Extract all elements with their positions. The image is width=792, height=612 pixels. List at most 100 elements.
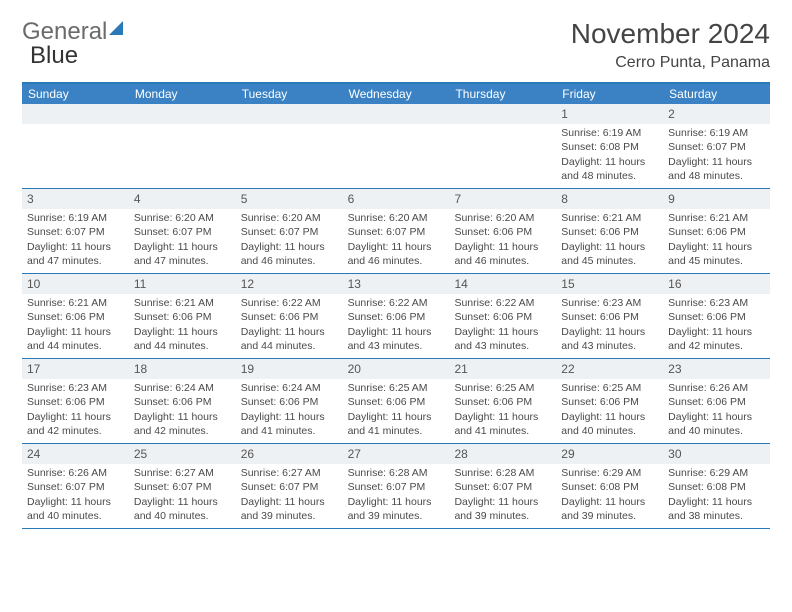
- day-number: 19: [236, 359, 343, 379]
- day-number: 3: [22, 189, 129, 209]
- day-number: 9: [663, 189, 770, 209]
- day-number: 27: [343, 444, 450, 464]
- week-row: 17Sunrise: 6:23 AMSunset: 6:06 PMDayligh…: [22, 359, 770, 444]
- day-number: 6: [343, 189, 450, 209]
- daylight-line-1: Daylight: 11 hours: [348, 495, 445, 509]
- day-cell: 25Sunrise: 6:27 AMSunset: 6:07 PMDayligh…: [129, 444, 236, 528]
- sunset-line: Sunset: 6:06 PM: [668, 310, 765, 324]
- dow-sunday: Sunday: [22, 84, 129, 104]
- day-cell: 14Sunrise: 6:22 AMSunset: 6:06 PMDayligh…: [449, 274, 556, 358]
- day-cell: 23Sunrise: 6:26 AMSunset: 6:06 PMDayligh…: [663, 359, 770, 443]
- day-cell: 18Sunrise: 6:24 AMSunset: 6:06 PMDayligh…: [129, 359, 236, 443]
- day-cell: 15Sunrise: 6:23 AMSunset: 6:06 PMDayligh…: [556, 274, 663, 358]
- daylight-line-1: Daylight: 11 hours: [454, 495, 551, 509]
- day-number: [236, 104, 343, 124]
- day-cell: 19Sunrise: 6:24 AMSunset: 6:06 PMDayligh…: [236, 359, 343, 443]
- day-cell: 24Sunrise: 6:26 AMSunset: 6:07 PMDayligh…: [22, 444, 129, 528]
- day-number: 20: [343, 359, 450, 379]
- daylight-line-2: and 44 minutes.: [134, 339, 231, 353]
- dow-monday: Monday: [129, 84, 236, 104]
- daylight-line-1: Daylight: 11 hours: [134, 240, 231, 254]
- day-number: 7: [449, 189, 556, 209]
- daylight-line-2: and 47 minutes.: [134, 254, 231, 268]
- day-cell: 26Sunrise: 6:27 AMSunset: 6:07 PMDayligh…: [236, 444, 343, 528]
- daylight-line-2: and 45 minutes.: [561, 254, 658, 268]
- sunrise-line: Sunrise: 6:22 AM: [348, 296, 445, 310]
- daylight-line-1: Daylight: 11 hours: [241, 240, 338, 254]
- daylight-line-1: Daylight: 11 hours: [241, 325, 338, 339]
- sunrise-line: Sunrise: 6:26 AM: [668, 381, 765, 395]
- sunrise-line: Sunrise: 6:20 AM: [454, 211, 551, 225]
- daylight-line-2: and 39 minutes.: [454, 509, 551, 523]
- sunset-line: Sunset: 6:07 PM: [348, 480, 445, 494]
- day-cell: 7Sunrise: 6:20 AMSunset: 6:06 PMDaylight…: [449, 189, 556, 273]
- sunrise-line: Sunrise: 6:20 AM: [241, 211, 338, 225]
- day-cell: 20Sunrise: 6:25 AMSunset: 6:06 PMDayligh…: [343, 359, 450, 443]
- sunrise-line: Sunrise: 6:21 AM: [27, 296, 124, 310]
- sunset-line: Sunset: 6:07 PM: [241, 225, 338, 239]
- day-number: 1: [556, 104, 663, 124]
- daylight-line-1: Daylight: 11 hours: [561, 410, 658, 424]
- daylight-line-1: Daylight: 11 hours: [668, 240, 765, 254]
- day-number: 13: [343, 274, 450, 294]
- daylight-line-2: and 39 minutes.: [241, 509, 338, 523]
- daylight-line-2: and 40 minutes.: [27, 509, 124, 523]
- sunrise-line: Sunrise: 6:25 AM: [561, 381, 658, 395]
- sunrise-line: Sunrise: 6:28 AM: [348, 466, 445, 480]
- day-number: 8: [556, 189, 663, 209]
- daylight-line-1: Daylight: 11 hours: [668, 495, 765, 509]
- daylight-line-1: Daylight: 11 hours: [348, 325, 445, 339]
- day-cell: 21Sunrise: 6:25 AMSunset: 6:06 PMDayligh…: [449, 359, 556, 443]
- dow-thursday: Thursday: [449, 84, 556, 104]
- week-row: 24Sunrise: 6:26 AMSunset: 6:07 PMDayligh…: [22, 444, 770, 529]
- daylight-line-1: Daylight: 11 hours: [27, 240, 124, 254]
- day-number: [449, 104, 556, 124]
- daylight-line-2: and 46 minutes.: [454, 254, 551, 268]
- daylight-line-2: and 43 minutes.: [454, 339, 551, 353]
- day-cell: 22Sunrise: 6:25 AMSunset: 6:06 PMDayligh…: [556, 359, 663, 443]
- sunrise-line: Sunrise: 6:28 AM: [454, 466, 551, 480]
- day-number: 11: [129, 274, 236, 294]
- day-cell: 5Sunrise: 6:20 AMSunset: 6:07 PMDaylight…: [236, 189, 343, 273]
- sunrise-line: Sunrise: 6:25 AM: [348, 381, 445, 395]
- daylight-line-2: and 44 minutes.: [241, 339, 338, 353]
- day-number: 22: [556, 359, 663, 379]
- sunset-line: Sunset: 6:06 PM: [668, 395, 765, 409]
- daylight-line-2: and 42 minutes.: [134, 424, 231, 438]
- day-cell: 11Sunrise: 6:21 AMSunset: 6:06 PMDayligh…: [129, 274, 236, 358]
- sunset-line: Sunset: 6:06 PM: [454, 225, 551, 239]
- dow-friday: Friday: [556, 84, 663, 104]
- daylight-line-2: and 40 minutes.: [561, 424, 658, 438]
- daylight-line-2: and 46 minutes.: [348, 254, 445, 268]
- sunrise-line: Sunrise: 6:24 AM: [241, 381, 338, 395]
- sunrise-line: Sunrise: 6:20 AM: [134, 211, 231, 225]
- daylight-line-1: Daylight: 11 hours: [454, 410, 551, 424]
- sunrise-line: Sunrise: 6:29 AM: [561, 466, 658, 480]
- day-number: 10: [22, 274, 129, 294]
- daylight-line-1: Daylight: 11 hours: [561, 325, 658, 339]
- sunrise-line: Sunrise: 6:24 AM: [134, 381, 231, 395]
- day-number: 4: [129, 189, 236, 209]
- calendar-grid: SundayMondayTuesdayWednesdayThursdayFrid…: [22, 82, 770, 529]
- day-cell: 28Sunrise: 6:28 AMSunset: 6:07 PMDayligh…: [449, 444, 556, 528]
- sunset-line: Sunset: 6:06 PM: [348, 395, 445, 409]
- title-block: November 2024 Cerro Punta, Panama: [571, 18, 770, 72]
- page-title: November 2024: [571, 18, 770, 50]
- day-number: 12: [236, 274, 343, 294]
- daylight-line-2: and 40 minutes.: [134, 509, 231, 523]
- daylight-line-2: and 39 minutes.: [561, 509, 658, 523]
- daylight-line-1: Daylight: 11 hours: [561, 240, 658, 254]
- sunrise-line: Sunrise: 6:23 AM: [668, 296, 765, 310]
- day-number: 15: [556, 274, 663, 294]
- daylight-line-2: and 47 minutes.: [27, 254, 124, 268]
- daylight-line-2: and 45 minutes.: [668, 254, 765, 268]
- sunset-line: Sunset: 6:08 PM: [561, 140, 658, 154]
- daylight-line-2: and 38 minutes.: [668, 509, 765, 523]
- daylight-line-2: and 42 minutes.: [668, 339, 765, 353]
- day-number: 29: [556, 444, 663, 464]
- dow-saturday: Saturday: [663, 84, 770, 104]
- location-label: Cerro Punta, Panama: [571, 54, 770, 72]
- sunset-line: Sunset: 6:06 PM: [454, 395, 551, 409]
- sunset-line: Sunset: 6:06 PM: [668, 225, 765, 239]
- daylight-line-1: Daylight: 11 hours: [454, 325, 551, 339]
